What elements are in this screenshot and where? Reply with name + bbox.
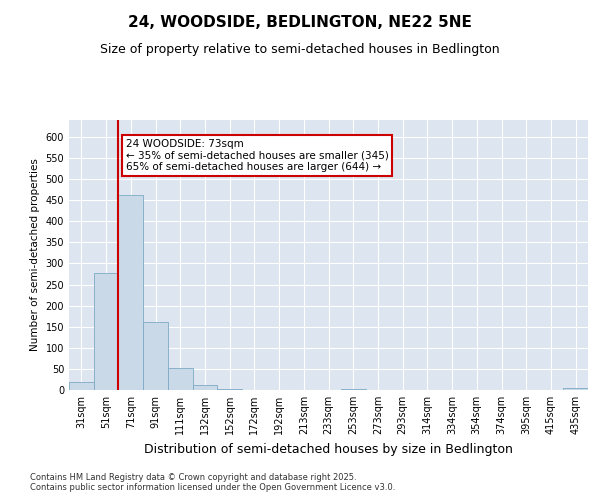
Text: 24, WOODSIDE, BEDLINGTON, NE22 5NE: 24, WOODSIDE, BEDLINGTON, NE22 5NE xyxy=(128,15,472,30)
X-axis label: Distribution of semi-detached houses by size in Bedlington: Distribution of semi-detached houses by … xyxy=(144,442,513,456)
Bar xyxy=(193,385,217,390)
Text: Size of property relative to semi-detached houses in Bedlington: Size of property relative to semi-detach… xyxy=(100,42,500,56)
Bar xyxy=(563,388,588,390)
Text: 24 WOODSIDE: 73sqm
← 35% of semi-detached houses are smaller (345)
65% of semi-d: 24 WOODSIDE: 73sqm ← 35% of semi-detache… xyxy=(126,139,389,172)
Bar xyxy=(94,272,118,390)
Y-axis label: Number of semi-detached properties: Number of semi-detached properties xyxy=(30,158,40,352)
Bar xyxy=(143,322,168,390)
Bar xyxy=(69,382,94,390)
Bar xyxy=(168,368,193,390)
Bar xyxy=(118,195,143,390)
Bar xyxy=(341,388,365,390)
Text: Contains HM Land Registry data © Crown copyright and database right 2025.
Contai: Contains HM Land Registry data © Crown c… xyxy=(30,472,395,492)
Bar xyxy=(217,389,242,390)
